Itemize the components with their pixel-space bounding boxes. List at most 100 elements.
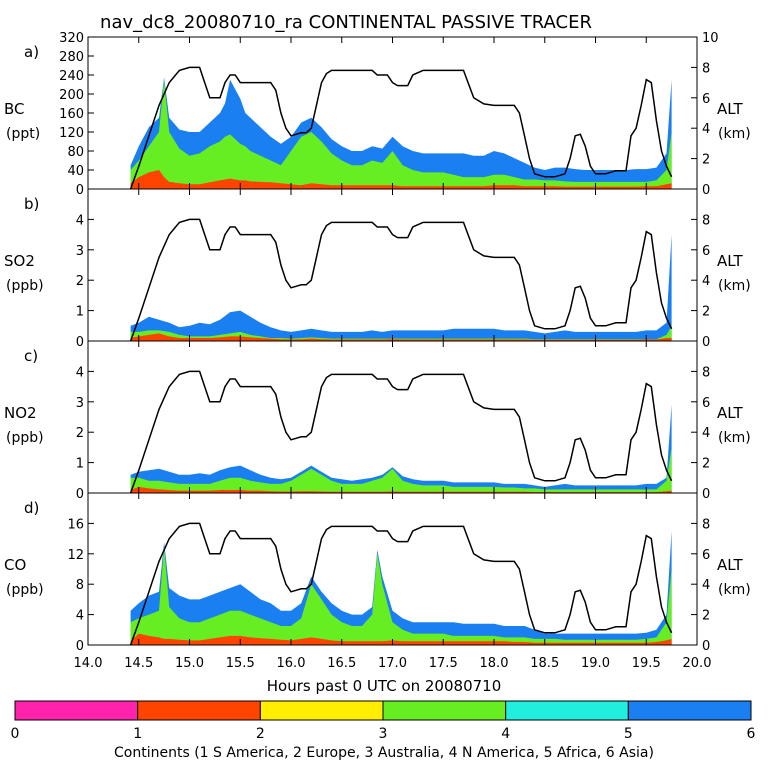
y2-tick-label-b: 6	[702, 244, 710, 259]
panel-frame-b	[87, 188, 698, 342]
x-tick-label: 18.0	[480, 656, 509, 671]
y2-tick-label-a: 2	[702, 153, 710, 168]
y-tick-label-a: 200	[59, 88, 84, 103]
colorbar-tick-label: 5	[624, 726, 633, 742]
species-label-b: SO2	[4, 252, 35, 270]
panels: 040801201602002402803200246810a)BC(ppt)A…	[4, 31, 751, 654]
n-america-area-a	[130, 79, 672, 189]
s-america-area-c	[130, 486, 672, 493]
x-tick-label: 16.0	[277, 656, 306, 671]
altitude-line-d	[129, 522, 673, 646]
alt-label-b: ALT	[717, 252, 744, 270]
species-label-a: BC	[4, 100, 25, 118]
colorbar-tick-label: 4	[501, 726, 510, 742]
y2-tick-label-d: 2	[702, 609, 710, 624]
y-tick-label-a: 280	[59, 50, 84, 65]
y2-tick-label-d: 4	[702, 578, 710, 593]
y2-tick-label-c: 2	[702, 457, 710, 472]
colorbar-label: Continents (1 S America, 2 Europe, 3 Aus…	[114, 745, 654, 761]
y-tick-label-c: 3	[76, 396, 84, 411]
y-tick-label-c: 4	[76, 365, 84, 380]
y-tick-label-b: 2	[76, 274, 84, 289]
y-tick-label-a: 160	[59, 107, 84, 122]
x-tick-label: 14.5	[124, 656, 153, 671]
y-tick-label-b: 0	[76, 335, 84, 350]
y2-tick-label-a: 0	[702, 183, 710, 198]
y-tick-label-a: 240	[59, 69, 84, 84]
y2-tick-label-d: 6	[702, 548, 710, 563]
y-tick-label-b: 1	[76, 305, 84, 320]
y-tick-label-d: 4	[76, 609, 84, 624]
colorbar-tick-label: 3	[379, 726, 388, 742]
species-label-d: CO	[4, 556, 26, 574]
x-tick-label: 19.0	[581, 656, 610, 671]
y-tick-label-d: 12	[67, 548, 84, 563]
y2-tick-label-a: 8	[702, 61, 710, 76]
y2-tick-label-b: 0	[702, 335, 710, 350]
y-tick-label-a: 80	[67, 145, 84, 160]
y2-tick-label-a: 10	[702, 31, 719, 46]
y-tick-label-c: 1	[76, 457, 84, 472]
alt-label-d: ALT	[717, 556, 744, 574]
y-tick-label-a: 0	[76, 183, 84, 198]
unit-label-a: (ppt)	[6, 126, 40, 142]
altitude-line-c	[129, 370, 673, 494]
panel-label-d: d)	[24, 499, 39, 517]
y2-tick-label-c: 6	[702, 396, 710, 411]
y2-tick-label-b: 8	[702, 213, 710, 228]
y-tick-label-a: 40	[67, 164, 84, 179]
x-tick-label: 18.5	[530, 656, 559, 671]
y2-tick-label-c: 4	[702, 426, 710, 441]
y2-tick-label-b: 2	[702, 305, 710, 320]
x-tick-label: 17.0	[378, 656, 407, 671]
y-tick-label-b: 4	[76, 213, 84, 228]
colorbar-tick-label: 2	[256, 726, 265, 742]
asia-area-d	[130, 531, 672, 645]
s-america-area-b	[130, 333, 672, 341]
y2-tick-label-b: 4	[702, 274, 710, 289]
y-tick-label-c: 0	[76, 487, 84, 502]
y2-tick-label-d: 8	[702, 517, 710, 532]
y2-tick-label-d: 0	[702, 639, 710, 654]
species-label-c: NO2	[4, 404, 37, 422]
colorbar-segment	[137, 700, 261, 721]
x-axis: 14.0 14.5 15.0 15.5 16.0 16.5 17.0 17.5 18.0 18.5…	[74, 656, 712, 671]
x-tick-label: 17.5	[429, 656, 458, 671]
altitude-line-a	[129, 66, 673, 190]
s-america-area-a	[130, 170, 672, 189]
panel-label-c: c)	[24, 347, 38, 365]
y-tick-label-a: 120	[59, 126, 84, 141]
unit-label-c: (ppb)	[6, 430, 44, 446]
alt-label-a: ALT	[717, 100, 744, 118]
y2-tick-label-a: 6	[702, 92, 710, 107]
alt-unit-label-b: (km)	[718, 278, 751, 294]
colorbar-tick-label: 6	[747, 726, 756, 742]
colorbar-segment	[382, 700, 507, 721]
colorbar-segment	[627, 700, 752, 721]
alt-label-c: ALT	[717, 404, 744, 422]
x-tick-label: 16.5	[327, 656, 356, 671]
colorbar-segment	[14, 700, 139, 721]
colorbar-tick-label: 1	[133, 726, 142, 742]
alt-unit-label-d: (km)	[718, 582, 751, 598]
unit-label-b: (ppb)	[6, 278, 44, 294]
y-tick-label-d: 16	[67, 517, 84, 532]
panel-a: 0 40 80 120 160 200 240 280 320 0 2 4 6 8 10 a) BC (ppt) A…	[4, 31, 751, 198]
y2-tick-label-c: 0	[702, 487, 710, 502]
y-tick-label-a: 320	[59, 31, 84, 46]
panel-b: 0 1 2 3 4 0 2 4 6 8 b) SO2 (ppb) ALT (km)	[4, 188, 751, 350]
colorbar: 0 1 2 3 4 5 6	[11, 700, 756, 742]
colorbar-tick-label: 0	[11, 726, 20, 742]
n-america-area-d	[130, 546, 672, 645]
chart-title: nav_dc8_20080710_ra CONTINENTAL PASSIVE …	[100, 12, 592, 33]
panel-d: 0 4 8 12 16 0 2 4 6 8 d) CO (ppb) ALT (km)	[4, 492, 751, 654]
s-america-area-d	[130, 633, 672, 645]
y2-tick-label-c: 8	[702, 365, 710, 380]
n-america-area-c	[130, 447, 672, 493]
x-axis-label: Hours past 0 UTC on 20080710	[267, 677, 502, 695]
unit-label-d: (ppb)	[6, 582, 44, 598]
asia-area-b	[130, 234, 672, 341]
x-tick-label: 14.0	[74, 656, 103, 671]
x-tick-label: 15.5	[226, 656, 255, 671]
